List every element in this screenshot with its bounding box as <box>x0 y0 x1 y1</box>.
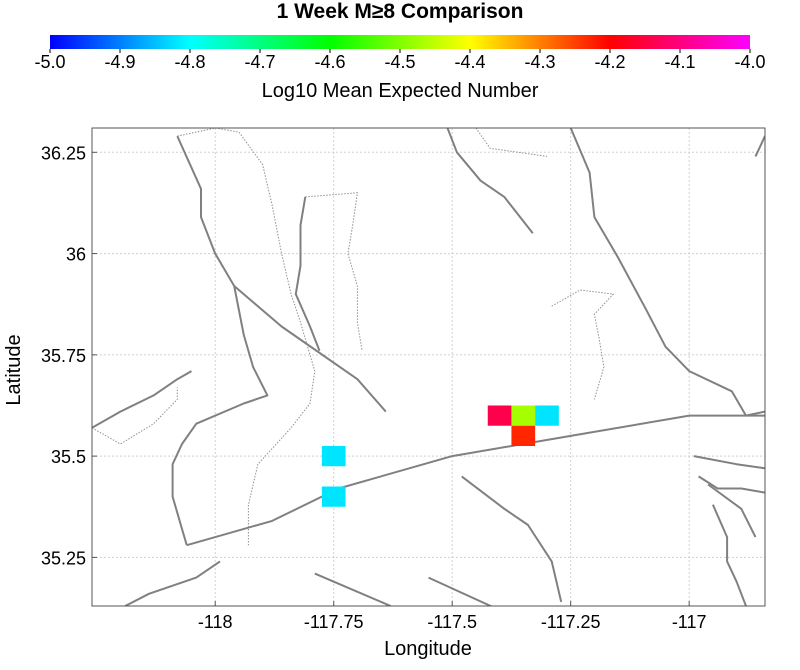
plot-frame <box>91 127 766 607</box>
x-tick-label: -117 <box>672 612 707 632</box>
colorbar-label: Log10 Mean Expected Number <box>262 80 539 102</box>
fault-line <box>711 504 747 606</box>
colorbar-tick-label: -4.4 <box>454 52 485 72</box>
y-tick-label: 35.25 <box>41 548 86 568</box>
forecast-cell <box>511 425 536 446</box>
colorbar-tick-label: -4.5 <box>384 52 415 72</box>
colorbar-tick-label: -4.8 <box>174 52 205 72</box>
x-axis-label: Longitude <box>384 638 472 660</box>
x-tick-label: -117.25 <box>541 612 601 632</box>
fault-surface-trace <box>551 289 615 400</box>
fault-line <box>698 475 765 494</box>
x-tick-label: -118 <box>198 612 233 632</box>
colorbar-tick-label: -4.0 <box>734 52 765 72</box>
fault-line <box>233 285 387 413</box>
fault-line <box>446 128 534 234</box>
forecast-cell <box>487 405 512 426</box>
fault-line <box>754 135 765 157</box>
colorbar-tick-label: -4.2 <box>594 52 625 72</box>
x-tick-label: -117.75 <box>304 612 364 632</box>
fault-surface-trace <box>177 128 316 546</box>
forecast-cell <box>321 486 346 507</box>
map-plot-area <box>91 127 766 607</box>
colorbar <box>50 35 750 49</box>
y-axis-label: Latitude <box>3 334 25 405</box>
colorbar-ticks: -5.0 -4.9 -4.8 -4.7 -4.6 -4.5 -4.4 -4.3 -4.2 -4.1… <box>34 49 766 72</box>
colorbar-tick-label: -4.7 <box>244 52 275 72</box>
y-axis-ticks: 36.25 36 35.75 35.5 35.25 <box>41 143 97 568</box>
fault-line <box>569 128 747 417</box>
y-tick-label: 35.5 <box>51 447 86 467</box>
colorbar-tick-label: -5.0 <box>34 52 65 72</box>
fault-surface-trace <box>305 192 363 351</box>
forecast-cell <box>321 445 346 467</box>
gridlines <box>92 128 765 606</box>
fault-line <box>693 455 765 470</box>
fault-line <box>314 572 391 606</box>
fault-line <box>745 410 765 417</box>
fault-line <box>92 370 192 429</box>
x-axis-ticks: -118 -117.75 -117.5 -117.25 -117 <box>198 601 707 632</box>
y-tick-label: 36 <box>66 245 86 265</box>
colorbar-tick-label: -4.9 <box>104 52 135 72</box>
y-tick-label: 35.75 <box>41 346 86 366</box>
plot-background <box>92 128 765 606</box>
x-tick-label: -117.5 <box>427 612 477 632</box>
fault-trace-layer <box>92 128 615 546</box>
fault-line <box>707 483 757 538</box>
forecast-cell <box>511 405 536 426</box>
fault-line <box>461 475 563 603</box>
fault-line <box>428 576 494 606</box>
fault-line-layer <box>92 128 765 606</box>
fault-line <box>294 196 321 352</box>
colorbar-tick-label: -4.6 <box>314 52 345 72</box>
colorbar-tick-label: -4.1 <box>664 52 695 72</box>
fault-line <box>124 560 221 606</box>
fault-surface-trace <box>92 387 178 445</box>
chart-title: 1 Week M≥8 Comparison <box>277 0 524 23</box>
y-tick-label: 36.25 <box>41 143 86 163</box>
colorbar-tick-label: -4.3 <box>524 52 555 72</box>
fault-surface-trace <box>475 128 548 157</box>
fault-line <box>186 414 765 547</box>
fault-line <box>171 135 269 546</box>
forecast-cells <box>321 405 559 507</box>
forecast-cell <box>535 405 559 426</box>
